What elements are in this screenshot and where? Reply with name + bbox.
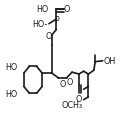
Text: O: O bbox=[46, 31, 52, 40]
Text: HO: HO bbox=[37, 5, 49, 14]
Text: HO: HO bbox=[6, 89, 18, 98]
Text: OH: OH bbox=[103, 56, 116, 65]
Text: P: P bbox=[54, 16, 59, 25]
Text: HO-: HO- bbox=[32, 20, 48, 29]
Text: O: O bbox=[59, 79, 66, 88]
Text: O: O bbox=[64, 5, 70, 13]
Text: OCH₃: OCH₃ bbox=[62, 100, 83, 109]
Text: O: O bbox=[75, 94, 81, 103]
Text: HO: HO bbox=[6, 62, 18, 71]
Text: O: O bbox=[67, 78, 73, 87]
